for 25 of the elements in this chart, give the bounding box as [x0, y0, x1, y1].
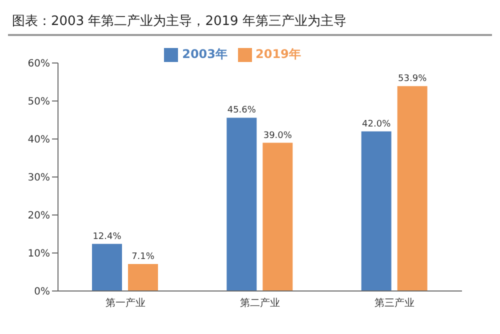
bar — [361, 131, 392, 291]
chart-title: 图表：2003 年第二产业为主导，2019 年第三产业为主导 — [8, 8, 492, 36]
data-label: 42.0% — [362, 119, 392, 130]
y-tick-label: 60% — [28, 58, 50, 70]
bar — [397, 86, 428, 291]
x-tick-label: 第一产业 — [105, 297, 146, 310]
y-tick-label: 30% — [28, 172, 50, 184]
y-tick-label: 40% — [28, 134, 50, 146]
bar — [128, 264, 158, 291]
y-tick-label: 0% — [34, 286, 50, 298]
data-label: 12.4% — [92, 232, 122, 242]
data-label: 53.9% — [398, 74, 428, 84]
data-label: 39.0% — [263, 130, 292, 141]
data-label: 7.1% — [132, 252, 155, 262]
y-tick-label: 20% — [28, 210, 50, 222]
data-label: 45.6% — [227, 106, 256, 116]
legend-label: 2019年 — [256, 47, 301, 61]
legend-label: 2003年 — [182, 47, 228, 61]
bar — [262, 142, 293, 291]
y-tick-label: 10% — [28, 248, 50, 260]
bar — [92, 244, 122, 291]
y-tick-label: 50% — [28, 96, 50, 108]
bar — [226, 118, 257, 291]
x-tick-label: 第二产业 — [240, 297, 280, 310]
x-tick-label: 第三产业 — [374, 297, 415, 310]
